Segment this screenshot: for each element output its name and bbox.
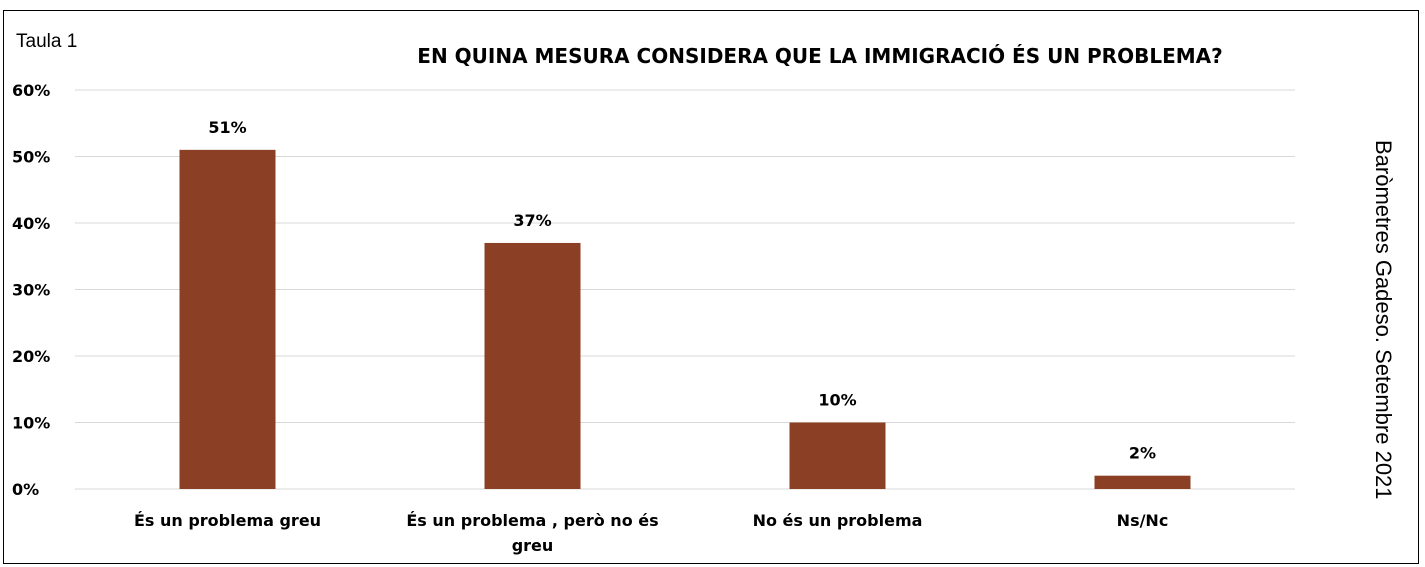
bar [484, 242, 581, 489]
category-label: greu [512, 536, 554, 555]
data-label: 37% [513, 211, 551, 230]
bar [789, 422, 886, 489]
y-tick-label: 10% [12, 414, 50, 433]
data-label: 51% [208, 118, 246, 137]
category-label: És un problema , però no és [406, 511, 658, 530]
category-label: No és un problema [753, 511, 923, 530]
bars [179, 149, 1191, 489]
y-tick-label: 40% [12, 214, 50, 233]
category-labels: És un problema greu És un problema , però… [134, 511, 1168, 555]
y-tick-label: 30% [12, 281, 50, 300]
data-label: 10% [818, 391, 856, 410]
data-label: 2% [1129, 444, 1156, 463]
chart-title: EN QUINA MESURA CONSIDERA QUE LA IMMIGRA… [417, 44, 1222, 68]
category-label: És un problema greu [134, 511, 321, 530]
y-axis-ticks: 0% 10% 20% 30% 40% 50% 60% [12, 81, 50, 499]
source-note: Baròmetres Gadeso. Setembre 2021 [1371, 140, 1396, 500]
bar [1094, 475, 1191, 489]
y-tick-label: 50% [12, 148, 50, 167]
table-label: Taula 1 [16, 31, 77, 52]
data-labels: 51% 37% 10% 2% [208, 118, 1156, 463]
y-tick-label: 20% [12, 347, 50, 366]
y-tick-label: 0% [12, 480, 39, 499]
category-label: Ns/Nc [1117, 511, 1169, 530]
y-tick-label: 60% [12, 81, 50, 100]
grid-lines [75, 89, 1295, 490]
bar [179, 149, 276, 489]
